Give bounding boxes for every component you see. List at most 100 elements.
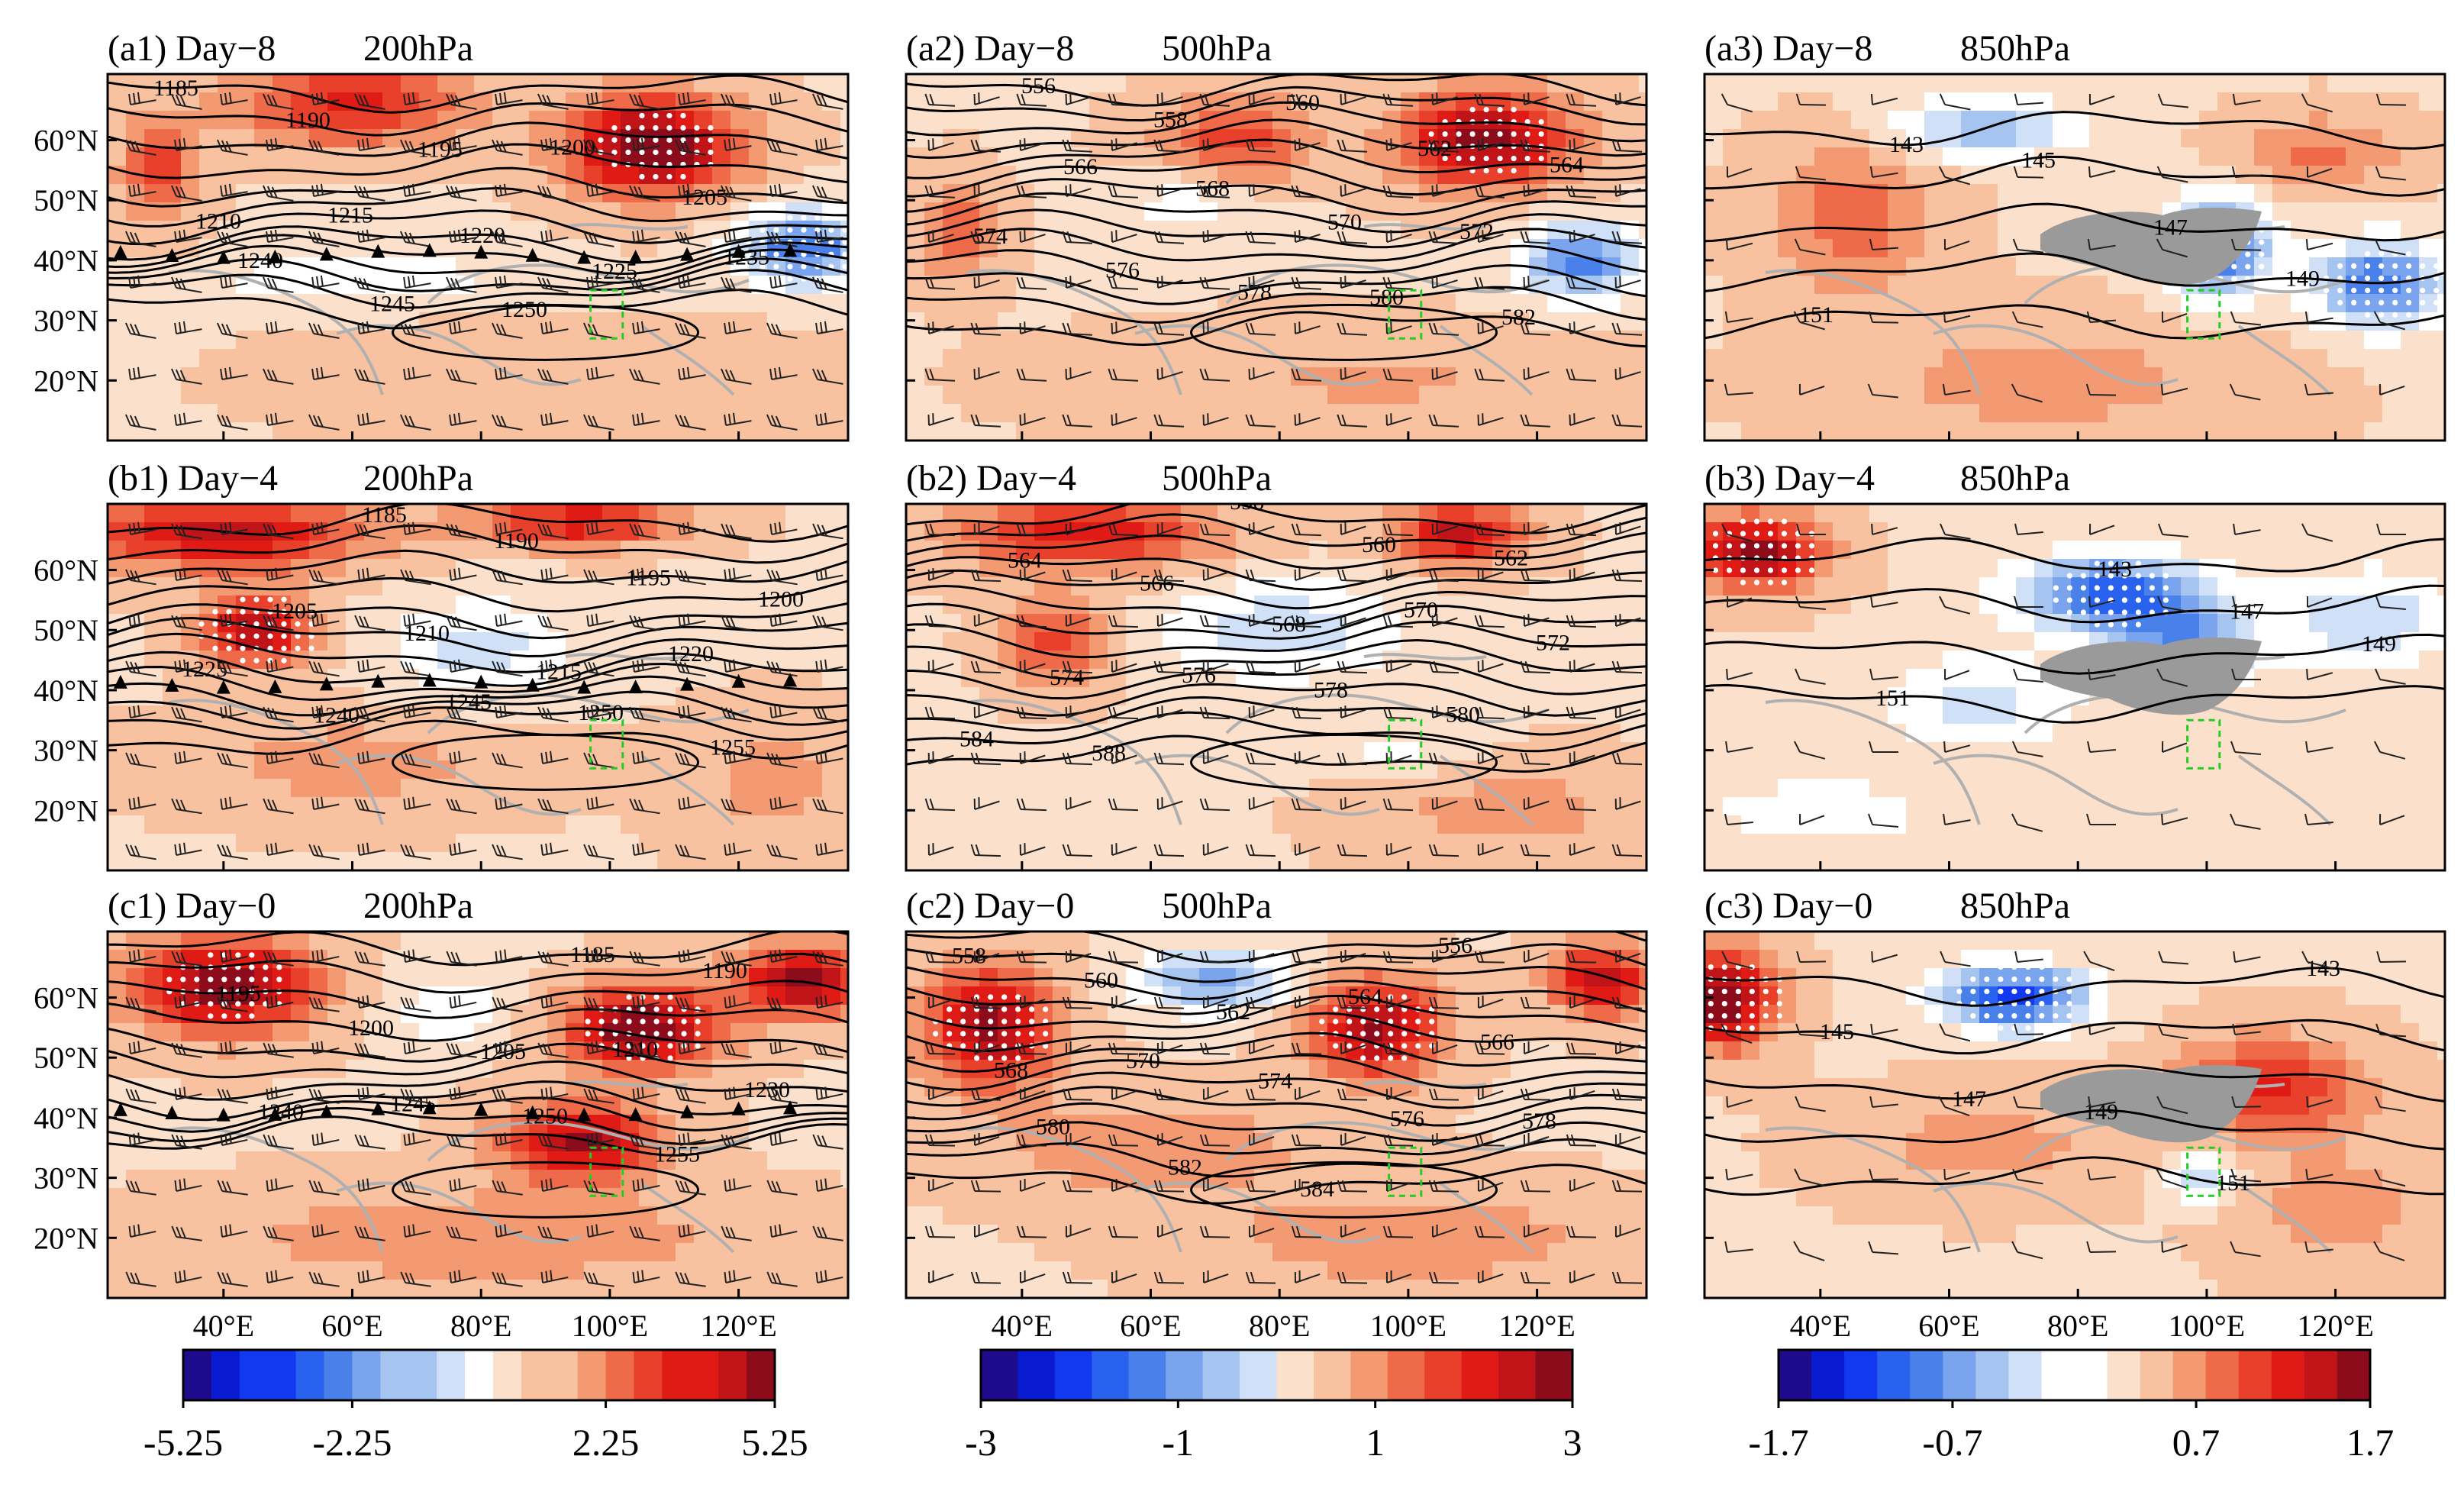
barb-flag xyxy=(2375,93,2381,105)
field-cell xyxy=(584,294,603,313)
field-cell xyxy=(474,797,493,816)
field-cell xyxy=(1888,331,1907,350)
field-cell xyxy=(1741,92,1760,111)
barb-flag xyxy=(724,369,731,381)
barb-flag xyxy=(1611,139,1617,151)
field-cell xyxy=(2291,386,2310,405)
barb-flag xyxy=(311,615,314,627)
field-cell xyxy=(2272,367,2291,386)
barb-flag xyxy=(545,568,548,579)
field-cell xyxy=(1741,257,1760,276)
stipple-dot xyxy=(226,609,232,615)
field-cell xyxy=(785,779,805,798)
field-cell xyxy=(2199,386,2218,405)
field-cell xyxy=(144,541,163,560)
field-cell xyxy=(1924,74,1943,93)
field-cell xyxy=(2309,331,2328,350)
contour-label: 566 xyxy=(1063,154,1098,179)
barb-flag xyxy=(1295,277,1301,289)
field-cell xyxy=(181,386,200,405)
barb-flag xyxy=(2088,166,2091,178)
field-cell xyxy=(346,596,365,615)
field-cell xyxy=(1833,202,1852,221)
barb-flag xyxy=(137,183,140,195)
contour-label: 1250 xyxy=(502,297,547,322)
barb-shaft xyxy=(313,620,340,627)
field-cell xyxy=(547,724,566,743)
field-cell xyxy=(236,386,255,405)
y-tick-label: 30°N xyxy=(34,304,98,338)
field-cell xyxy=(474,760,493,780)
field-cell xyxy=(144,504,163,523)
field-cell xyxy=(1778,404,1797,423)
barb-flag xyxy=(929,277,934,289)
field-cell xyxy=(2364,92,2383,111)
field-cell xyxy=(2162,422,2182,441)
field-cell xyxy=(2034,257,2053,276)
field-cell xyxy=(785,331,805,350)
field-cell xyxy=(2053,386,2072,405)
field-cell xyxy=(2401,367,2420,386)
contour-line xyxy=(906,86,1646,126)
barb-flag xyxy=(1204,369,1209,380)
field-cell xyxy=(1704,367,1724,386)
field-cell xyxy=(1547,367,1566,386)
field-cell xyxy=(785,386,805,405)
field-cell xyxy=(1704,349,1724,368)
field-cell xyxy=(309,166,328,185)
barb-flag xyxy=(1611,322,1617,334)
barb-flag xyxy=(1153,322,1159,334)
field-cell xyxy=(1236,367,1255,386)
stipple-dot xyxy=(639,112,645,119)
field-cell xyxy=(2016,184,2035,203)
field-cell xyxy=(2071,166,2090,185)
barb-shaft xyxy=(313,528,340,535)
field-cell xyxy=(998,349,1017,368)
field-cell xyxy=(1704,221,1724,240)
barb-flag xyxy=(733,567,736,579)
field-cell xyxy=(327,202,347,221)
field-cell xyxy=(2327,367,2346,386)
field-cell xyxy=(1869,422,1888,441)
field-cell xyxy=(474,129,493,148)
field-cell xyxy=(437,815,456,835)
barb-flag xyxy=(1341,415,1346,426)
field-cell xyxy=(1364,331,1383,350)
field-cell xyxy=(309,404,328,423)
field-cell xyxy=(1851,111,1870,130)
stipple-dot xyxy=(1497,131,1503,137)
field-cell xyxy=(273,166,292,185)
field-cell xyxy=(236,779,255,798)
barb-flag xyxy=(591,184,594,196)
barb-shaft xyxy=(771,374,798,380)
barb-shaft xyxy=(1203,142,1229,151)
field-cell xyxy=(621,349,640,368)
field-cell xyxy=(1034,239,1053,258)
contour-line xyxy=(108,269,848,309)
barb-flag xyxy=(183,567,186,579)
field-cell xyxy=(694,724,713,743)
field-cell xyxy=(1723,147,1742,166)
barb-flag xyxy=(970,322,976,334)
contour-line xyxy=(108,616,848,658)
barb-flag xyxy=(637,230,640,242)
contour-label: 1190 xyxy=(285,108,331,133)
field-cell xyxy=(2346,147,2365,166)
field-cell xyxy=(602,202,621,221)
field-cell xyxy=(1741,74,1760,93)
barb-shaft xyxy=(2017,102,2043,105)
barb-flag xyxy=(1524,231,1530,243)
barb-flag xyxy=(503,275,507,287)
barb-flag xyxy=(408,367,411,379)
barb-shaft xyxy=(450,145,477,151)
field-cell xyxy=(218,422,237,441)
barb-flag xyxy=(542,615,548,628)
field-cell xyxy=(144,74,163,93)
field-cell xyxy=(511,742,530,761)
barb-flag xyxy=(405,661,411,673)
field-cell xyxy=(474,422,493,441)
field-cell xyxy=(2144,129,2163,148)
stipple-dot xyxy=(1483,131,1489,137)
barb-flag xyxy=(728,413,731,425)
field-cell xyxy=(1869,147,1888,166)
